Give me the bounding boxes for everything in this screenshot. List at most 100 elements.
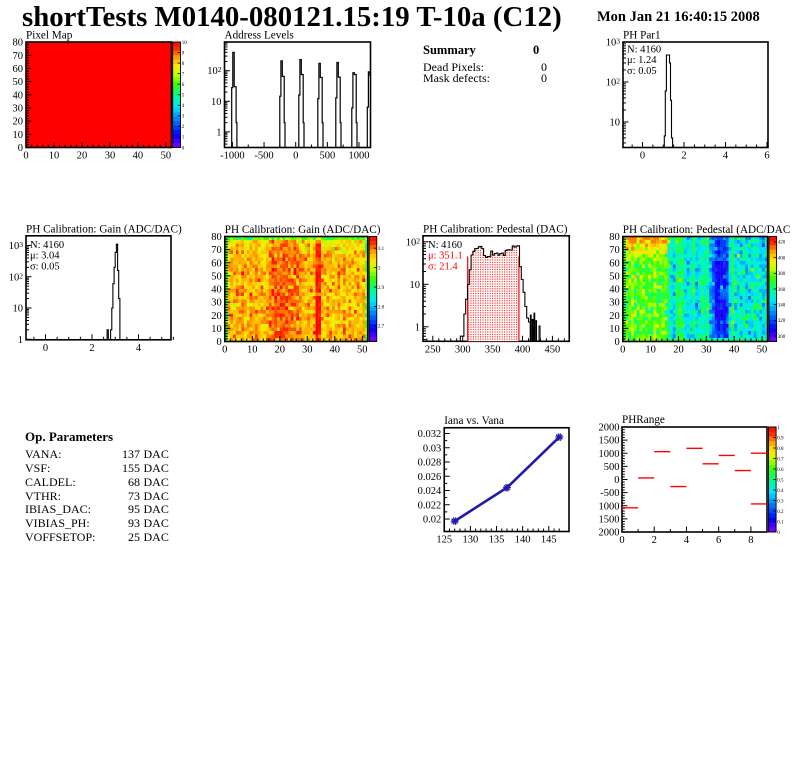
svg-text:2.7: 2.7	[378, 325, 385, 330]
svg-text:1: 1	[182, 136, 185, 141]
svg-text:PH Calibration: Pedestal (ADC/: PH Calibration: Pedestal (ADC/DAC	[623, 224, 791, 236]
svg-text:0.8: 0.8	[777, 447, 784, 452]
svg-text:60: 60	[609, 258, 620, 269]
svg-text:40: 40	[211, 285, 222, 296]
svg-text:102: 102	[406, 236, 421, 248]
svg-text:30: 30	[302, 345, 313, 356]
svg-text:10: 10	[609, 324, 620, 335]
svg-text:1: 1	[415, 322, 420, 333]
svg-text:10: 10	[610, 118, 621, 129]
svg-text:1000: 1000	[349, 151, 370, 162]
svg-text:20: 20	[275, 345, 286, 356]
svg-text:360: 360	[778, 288, 786, 293]
svg-text:σ: 0.05: σ: 0.05	[627, 66, 657, 77]
svg-text:30: 30	[701, 345, 712, 356]
svg-text:400: 400	[515, 344, 531, 355]
svg-text:Address Levels: Address Levels	[225, 30, 294, 42]
svg-text:420: 420	[778, 241, 786, 246]
svg-text:50: 50	[609, 271, 620, 282]
svg-text:20: 20	[673, 345, 684, 356]
svg-text:10: 10	[247, 345, 258, 356]
svg-text:0.028: 0.028	[418, 458, 442, 469]
svg-text:250: 250	[425, 344, 441, 355]
svg-text:μ: 3.04: μ: 3.04	[30, 251, 60, 262]
svg-text:PH Calibration: Gain (ADC/DAC): PH Calibration: Gain (ADC/DAC)	[26, 223, 182, 235]
svg-text:1000: 1000	[599, 501, 620, 512]
svg-text:6: 6	[182, 83, 185, 88]
svg-text:N: 4160: N: 4160	[627, 45, 661, 56]
svg-text:10: 10	[182, 41, 188, 46]
svg-text:0.026: 0.026	[418, 472, 442, 483]
svg-text:80: 80	[609, 232, 620, 243]
svg-text:0.9: 0.9	[777, 436, 784, 441]
svg-text:0: 0	[619, 535, 624, 546]
svg-text:8: 8	[748, 535, 753, 546]
svg-text:80: 80	[211, 232, 222, 243]
svg-text:PH Calibration: Gain (ADC/DAC): PH Calibration: Gain (ADC/DAC)	[225, 224, 381, 236]
svg-text:μ: 351.1: μ: 351.1	[428, 251, 463, 262]
svg-text:0: 0	[182, 146, 185, 151]
svg-text:40: 40	[609, 285, 620, 296]
svg-text:10: 10	[211, 97, 222, 108]
svg-text:10: 10	[49, 151, 60, 162]
svg-text:PHRange: PHRange	[622, 414, 665, 426]
svg-text:7: 7	[182, 72, 185, 77]
svg-text:3.1: 3.1	[378, 247, 385, 252]
svg-text:320: 320	[778, 319, 786, 324]
svg-text:0.1: 0.1	[777, 520, 784, 525]
svg-text:0.5: 0.5	[777, 478, 784, 483]
svg-text:500: 500	[604, 462, 620, 473]
svg-text:102: 102	[207, 65, 222, 77]
svg-text:40: 40	[13, 90, 24, 101]
svg-text:0.6: 0.6	[777, 468, 784, 473]
svg-text:80: 80	[13, 38, 24, 49]
svg-text:1500: 1500	[599, 514, 620, 525]
svg-text:0.022: 0.022	[418, 500, 442, 511]
svg-text:1: 1	[18, 335, 23, 346]
svg-text:50: 50	[757, 345, 768, 356]
svg-text:-500: -500	[600, 488, 619, 499]
svg-text:20: 20	[77, 151, 88, 162]
svg-text:140: 140	[515, 535, 531, 546]
svg-text:50: 50	[211, 271, 222, 282]
svg-text:450: 450	[545, 344, 561, 355]
svg-text:0: 0	[217, 337, 222, 348]
svg-text:350: 350	[485, 344, 501, 355]
svg-text:0.2: 0.2	[777, 510, 784, 515]
svg-text:PH Calibration: Pedestal (DAC): PH Calibration: Pedestal (DAC)	[423, 223, 568, 235]
svg-text:2.9: 2.9	[378, 286, 385, 291]
svg-text:50: 50	[357, 345, 368, 356]
svg-text:6: 6	[764, 151, 769, 162]
svg-text:2: 2	[182, 125, 185, 130]
svg-text:0: 0	[777, 531, 780, 536]
svg-text:10: 10	[211, 324, 222, 335]
svg-text:10: 10	[13, 130, 24, 141]
svg-text:103: 103	[606, 36, 621, 48]
svg-text:145: 145	[541, 535, 557, 546]
svg-text:20: 20	[609, 311, 620, 322]
svg-text:Iana vs. Vana: Iana vs. Vana	[444, 415, 504, 427]
svg-text:σ: 0.05: σ: 0.05	[30, 261, 60, 272]
svg-text:40: 40	[133, 151, 144, 162]
svg-text:20: 20	[211, 311, 222, 322]
svg-text:2000: 2000	[599, 528, 620, 539]
svg-text:30: 30	[609, 298, 620, 309]
svg-text:1500: 1500	[599, 436, 620, 447]
svg-text:-500: -500	[254, 151, 273, 162]
svg-text:0.03: 0.03	[423, 443, 441, 454]
svg-text:0.7: 0.7	[777, 457, 784, 462]
svg-text:50: 50	[13, 77, 24, 88]
svg-text:2.8: 2.8	[378, 305, 385, 310]
svg-text:300: 300	[455, 344, 471, 355]
svg-text:70: 70	[211, 245, 222, 256]
svg-text:50: 50	[161, 151, 172, 162]
svg-text:2000: 2000	[599, 423, 620, 434]
svg-text:4: 4	[136, 343, 142, 354]
svg-text:500: 500	[319, 151, 335, 162]
svg-text:30: 30	[211, 298, 222, 309]
svg-text:40: 40	[729, 345, 740, 356]
svg-text:0: 0	[23, 151, 28, 162]
svg-text:2: 2	[681, 151, 686, 162]
svg-text:3: 3	[182, 115, 185, 120]
svg-text:70: 70	[609, 245, 620, 256]
